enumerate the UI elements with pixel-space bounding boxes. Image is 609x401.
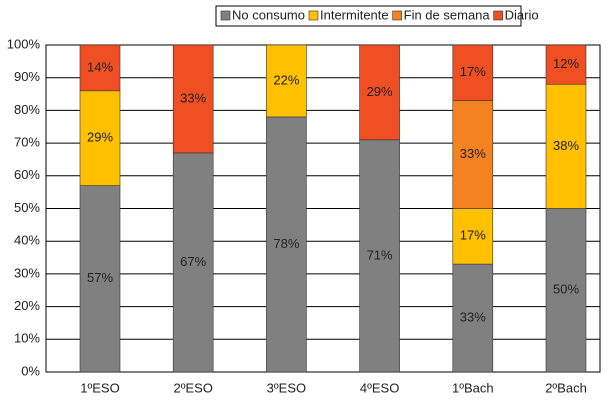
x-tick-label: 2ºESO	[173, 380, 212, 395]
bar-segment	[545, 208, 587, 373]
x-tick-label: 2ºBach	[545, 380, 587, 395]
bar-segment	[266, 116, 307, 373]
plot-frame	[45, 44, 601, 373]
legend-swatch	[493, 10, 503, 21]
data-label: 22%	[273, 72, 299, 87]
bar-segment	[545, 44, 587, 85]
bar-segment	[452, 263, 494, 373]
legend-box	[215, 5, 522, 27]
bar-segment	[359, 44, 400, 141]
data-label: 14%	[87, 59, 113, 74]
bar-segment	[452, 100, 494, 209]
y-tick-label: 40%	[14, 233, 40, 248]
data-label: 78%	[273, 236, 299, 251]
bar-segment	[452, 208, 494, 265]
y-tick-label: 90%	[14, 69, 40, 84]
y-tick-label: 10%	[14, 331, 40, 346]
data-label: 12%	[553, 56, 579, 71]
data-label: 17%	[460, 64, 486, 79]
data-label: 33%	[460, 146, 486, 161]
legend-label: Intermitente	[320, 7, 389, 22]
legend-swatch	[220, 10, 231, 21]
bar-segment	[79, 90, 121, 186]
bar-segment	[545, 83, 587, 209]
x-tick-label: 1ºESO	[80, 380, 119, 395]
bar-segment	[79, 44, 121, 92]
data-label: 50%	[553, 282, 579, 297]
data-label: 38%	[553, 138, 579, 153]
bar-segment	[79, 185, 121, 373]
data-label: 33%	[460, 309, 486, 324]
x-tick-label: 1ºBach	[452, 380, 494, 395]
x-tick-label: 3ºESO	[267, 380, 306, 395]
data-label: 67%	[180, 254, 206, 269]
data-label: 29%	[87, 130, 113, 145]
bar-segment	[266, 44, 307, 118]
y-tick-label: 60%	[14, 167, 40, 182]
legend-swatch	[308, 10, 319, 21]
data-label: 29%	[367, 84, 393, 99]
data-label: 71%	[367, 247, 393, 262]
y-tick-label: 70%	[14, 135, 40, 150]
y-tick-label: 20%	[14, 298, 40, 313]
x-tick-label: 4ºESO	[360, 380, 399, 395]
data-label: 17%	[460, 228, 486, 243]
bar-segment	[172, 44, 214, 154]
data-label: 33%	[180, 90, 206, 105]
y-tick-label: 0%	[21, 363, 40, 378]
y-tick-label: 100%	[7, 36, 41, 51]
legend-label: Fin de semana	[404, 7, 491, 22]
legend-label: No consumo	[232, 7, 305, 22]
legend-swatch	[392, 10, 402, 21]
y-tick-label: 80%	[14, 102, 40, 117]
y-tick-label: 50%	[14, 200, 40, 215]
bar-segment	[359, 139, 400, 373]
legend-label: Diario	[505, 7, 539, 22]
data-label: 57%	[87, 270, 113, 285]
y-tick-label: 30%	[14, 265, 40, 280]
bar-segment	[172, 152, 214, 373]
bar-segment	[452, 44, 494, 101]
